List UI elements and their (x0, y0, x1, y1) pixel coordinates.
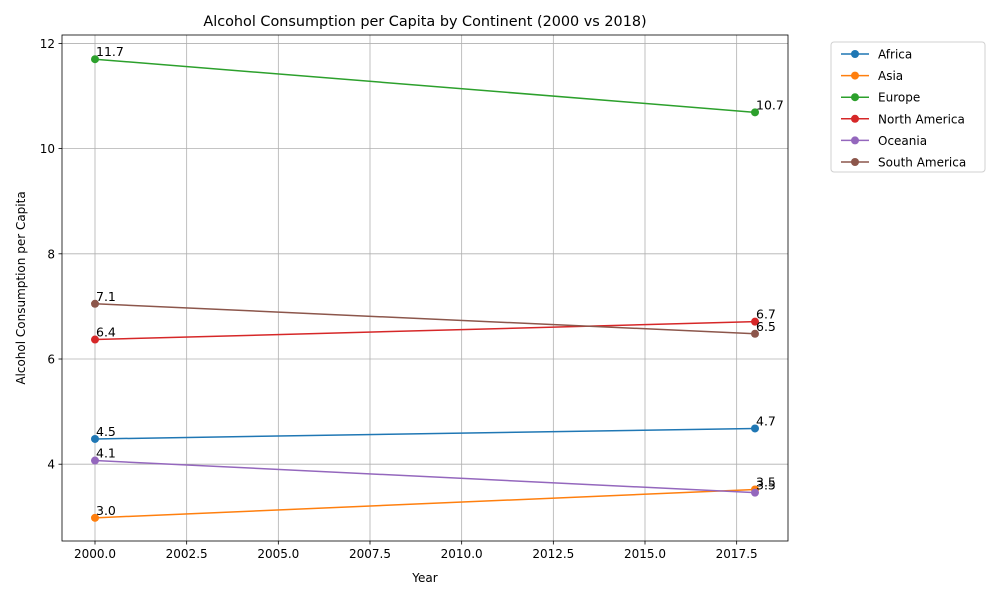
data-point-europe (91, 55, 99, 64)
legend-marker-oceania (851, 136, 859, 145)
y-tick-label: 8 (47, 247, 55, 261)
data-label-north-america: 6.4 (96, 325, 116, 340)
data-point-africa (91, 434, 99, 443)
x-tick-label: 2017.5 (716, 547, 758, 561)
series-line-europe (94, 58, 756, 114)
data-point-oceania (751, 488, 759, 497)
x-axis-label: Year (411, 571, 437, 585)
legend-label-europe: Europe (878, 91, 920, 105)
series-line-asia (94, 488, 756, 519)
x-tick-label: 2007.5 (349, 547, 391, 561)
ticks: 2000.0 2002.5 2005.0 2007.5 2010.0 2012.5 2015… (40, 37, 758, 561)
y-axis-label: Alcohol Consumption per Capita (14, 191, 28, 384)
legend-label-oceania: Oceania (878, 134, 927, 148)
series-line-africa (94, 427, 756, 440)
data-label-asia: 3.0 (96, 503, 116, 518)
data-point-north-america (91, 335, 99, 344)
data-point-oceania (91, 456, 99, 465)
x-tick-label: 2000.0 (74, 547, 116, 561)
data-label-africa: 4.7 (756, 413, 776, 428)
legend-label-north-america: North America (878, 112, 965, 126)
data-label-africa: 4.5 (96, 424, 116, 439)
series-line-south-america (94, 303, 756, 335)
x-tick-label: 2015.0 (624, 547, 666, 561)
data-point-asia (91, 513, 99, 522)
y-tick-label: 12 (40, 37, 55, 51)
y-tick-label: 4 (47, 458, 55, 472)
legend-marker-south-america (851, 158, 859, 166)
y-tick-label: 10 (40, 142, 55, 156)
data-label-north-america: 6.7 (756, 307, 776, 322)
chart-title: Alcohol Consumption per Capita by Contin… (203, 14, 646, 30)
legend-frame (830, 41, 986, 173)
x-tick-label: 2005.0 (257, 547, 299, 561)
data-point-south-america (91, 299, 99, 308)
x-tick-label: 2012.5 (532, 547, 574, 561)
legend-marker-north-america (851, 114, 859, 123)
plot-frame (61, 34, 789, 542)
data-label-oceania: 4.1 (96, 446, 116, 461)
legend-marker-europe (851, 93, 859, 102)
legend-marker-asia (851, 71, 859, 80)
legend-label-south-america: South America (878, 156, 966, 170)
series-line-north-america (94, 320, 756, 341)
x-tick-label: 2002.5 (166, 547, 208, 561)
data-point-europe (751, 108, 759, 117)
series-layer: 4.5 4.7 3.0 3.5 11.7 10.7 6.4 6.7 4.1 3.5 7.1 6.5 (91, 44, 784, 522)
legend-marker-africa (851, 50, 859, 58)
series-line-oceania (94, 459, 756, 494)
data-label-south-america: 6.5 (756, 319, 776, 334)
legend-label-asia: Asia (878, 69, 903, 83)
data-point-south-america (751, 329, 759, 338)
data-label-asia: 3.5 (756, 474, 776, 489)
data-point-north-america (751, 317, 759, 326)
y-tick-label: 6 (47, 353, 55, 367)
legend: Africa Asia Europe North America Oceania Sout… (830, 41, 986, 173)
data-label-oceania: 3.5 (756, 478, 776, 493)
legend-label-africa: Africa (878, 48, 912, 62)
data-label-europe: 10.7 (756, 97, 784, 112)
data-label-europe: 11.7 (96, 44, 124, 59)
x-tick-label: 2010.0 (441, 547, 483, 561)
axes (61, 34, 789, 542)
data-label-south-america: 7.1 (96, 289, 116, 304)
data-point-africa (751, 424, 759, 433)
